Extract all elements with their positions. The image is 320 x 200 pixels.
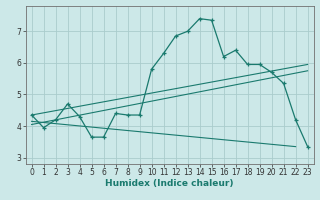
X-axis label: Humidex (Indice chaleur): Humidex (Indice chaleur) [105,179,234,188]
